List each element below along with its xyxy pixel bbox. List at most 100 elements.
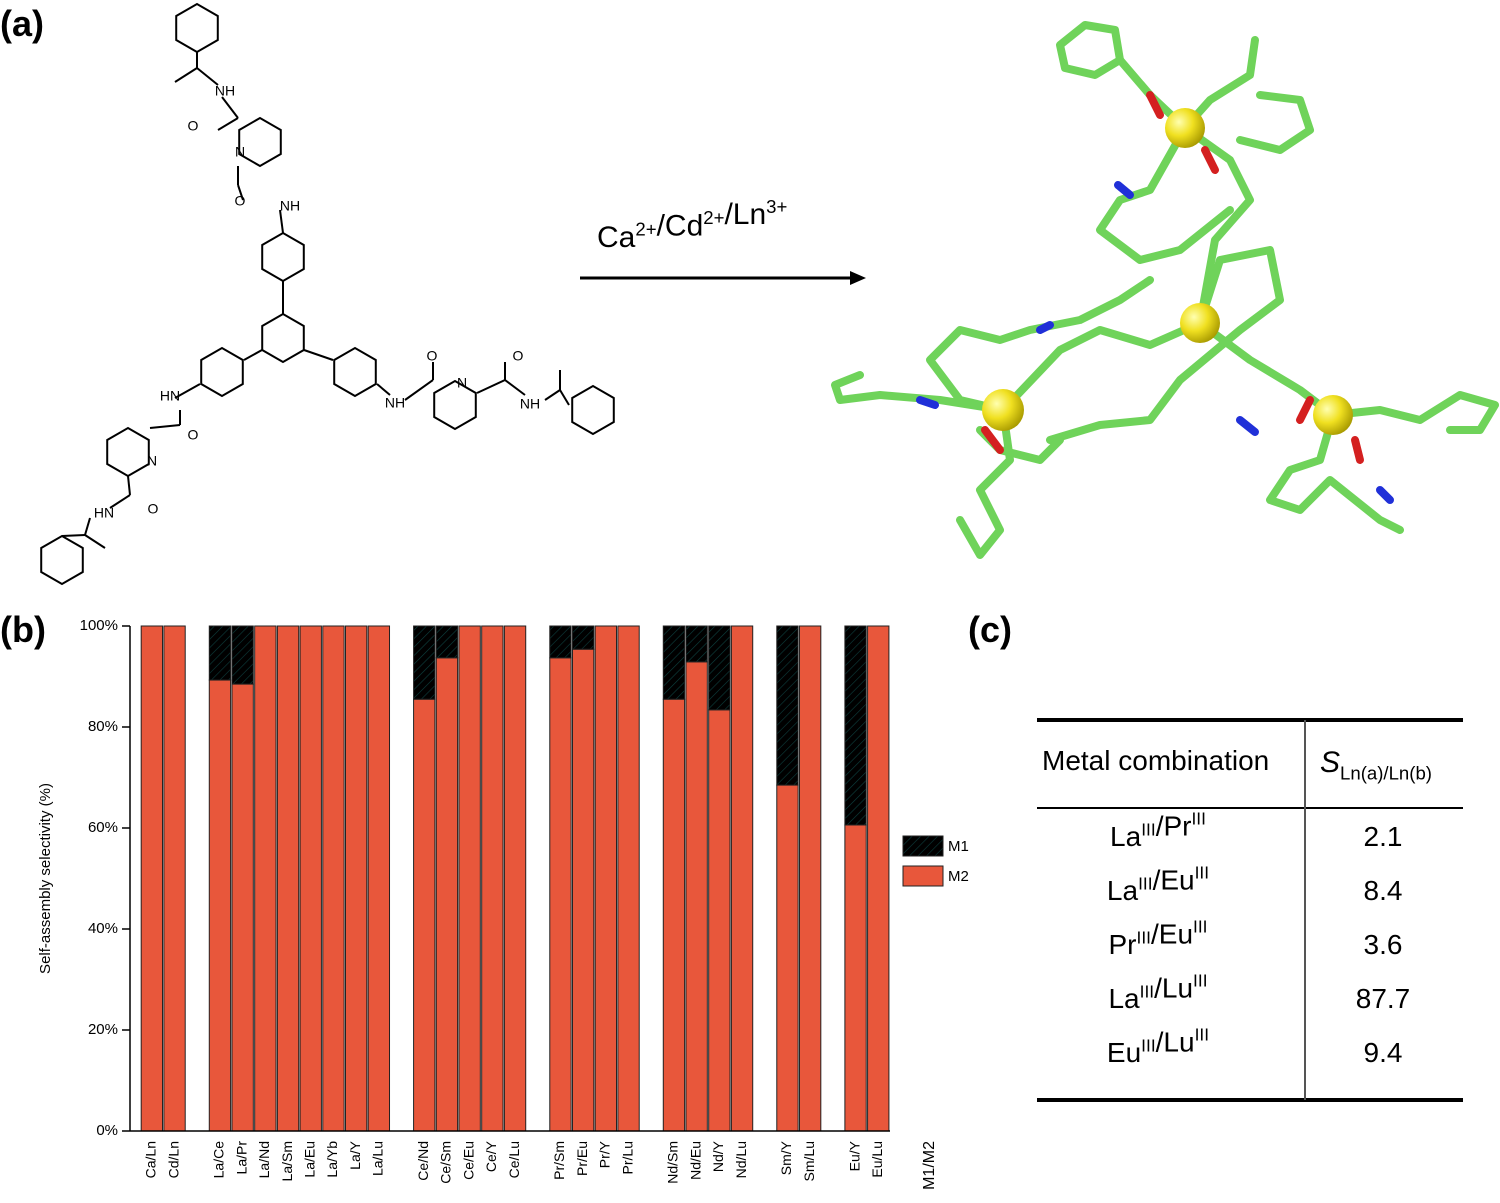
bar-segment bbox=[208, 679, 232, 1132]
bond bbox=[544, 389, 561, 401]
bar-segment bbox=[435, 657, 459, 1132]
x-axis-label: M1/M2 bbox=[921, 1141, 938, 1190]
legend-swatch bbox=[902, 835, 944, 857]
text-part: La bbox=[1108, 983, 1140, 1014]
x-tick-label: Nd/Sm bbox=[665, 1141, 681, 1184]
x-tick-label: La/Yb bbox=[324, 1141, 340, 1178]
bond bbox=[559, 389, 570, 406]
atom-label: NH bbox=[520, 396, 540, 412]
x-tick-label: Pr/Lu bbox=[619, 1141, 635, 1174]
bond bbox=[61, 534, 86, 537]
bond bbox=[303, 349, 334, 361]
panel-label: (c) bbox=[968, 609, 1012, 650]
bond bbox=[376, 383, 391, 396]
bar-segment bbox=[367, 625, 391, 1132]
bond bbox=[217, 117, 239, 131]
x-tick-label: Ce/Y bbox=[483, 1140, 499, 1172]
bar-segment bbox=[413, 625, 436, 700]
atom-label: O bbox=[235, 193, 246, 209]
table-cell: LaIII/LuIII bbox=[1108, 971, 1207, 1014]
text-part: /Eu bbox=[1153, 864, 1195, 895]
bar-segment bbox=[571, 625, 595, 650]
x-tick-label: La/Eu bbox=[301, 1141, 317, 1178]
superscript: III bbox=[1195, 1025, 1209, 1045]
bond bbox=[109, 494, 131, 509]
bar-segment bbox=[776, 625, 799, 786]
bar-segment bbox=[435, 625, 459, 659]
bar-segment bbox=[662, 625, 686, 700]
x-tick-label: Ce/Sm bbox=[438, 1141, 454, 1184]
text-part: S bbox=[1320, 746, 1340, 779]
text-part: Eu bbox=[1107, 1037, 1141, 1068]
superscript: III bbox=[1141, 819, 1155, 839]
atom-label: N bbox=[457, 375, 467, 391]
table-cell: EuIII/LuIII bbox=[1107, 1025, 1209, 1068]
legend-label: M1 bbox=[948, 838, 969, 855]
bar-segment bbox=[685, 625, 708, 663]
y-tick-label: 0% bbox=[96, 1122, 118, 1139]
x-tick-label: La/Nd bbox=[256, 1141, 272, 1178]
x-tick-label: Eu/Lu bbox=[869, 1141, 885, 1178]
table-cell: 9.4 bbox=[1364, 1037, 1403, 1068]
bar-segment bbox=[231, 625, 254, 685]
ring bbox=[238, 116, 282, 168]
bar-segment bbox=[413, 698, 436, 1132]
bond bbox=[149, 424, 181, 429]
bond bbox=[84, 534, 106, 549]
bar-segment bbox=[798, 625, 822, 1132]
bond bbox=[221, 96, 239, 119]
bond bbox=[404, 379, 434, 401]
y-tick-label: 80% bbox=[88, 718, 118, 735]
text-part: /Cd bbox=[657, 210, 704, 243]
bond bbox=[196, 67, 219, 86]
superscript: 3+ bbox=[766, 196, 787, 217]
panel-label: (b) bbox=[0, 609, 46, 650]
bar-segment bbox=[662, 698, 686, 1132]
x-tick-label: La/Ce bbox=[211, 1141, 227, 1179]
table-cell: LaIII/EuIII bbox=[1107, 863, 1209, 906]
atom-label: HN bbox=[94, 505, 114, 521]
x-tick-label: La/Lu bbox=[370, 1141, 386, 1176]
table-cell: 8.4 bbox=[1364, 875, 1403, 906]
text-part: /Lu bbox=[1154, 972, 1193, 1003]
atom-label: NH bbox=[215, 83, 235, 99]
atom-label: HN bbox=[160, 388, 180, 404]
atom-label: NH bbox=[280, 198, 300, 214]
bar-segment bbox=[254, 625, 277, 1132]
superscript: 2+ bbox=[635, 219, 656, 240]
x-tick-label: Ce/Nd bbox=[415, 1141, 431, 1181]
x-tick-label: Sm/Lu bbox=[801, 1141, 817, 1181]
ring bbox=[261, 312, 305, 364]
superscript: III bbox=[1138, 873, 1152, 893]
table-header: SLn(a)/Ln(b) bbox=[1320, 746, 1432, 784]
x-tick-label: Nd/Lu bbox=[733, 1141, 749, 1178]
bar-segment bbox=[163, 625, 186, 1132]
chemical-structure bbox=[40, 2, 615, 586]
atom-label: O bbox=[148, 501, 159, 517]
text-part: /Pr bbox=[1156, 810, 1192, 841]
x-tick-label: Pr/Eu bbox=[574, 1141, 590, 1176]
y-tick-label: 20% bbox=[88, 1021, 118, 1038]
x-tick-label: Ce/Eu bbox=[460, 1141, 476, 1180]
table-cell: 87.7 bbox=[1356, 983, 1411, 1014]
bar-segment bbox=[299, 625, 322, 1132]
bond bbox=[504, 379, 526, 396]
legend-label: M2 bbox=[948, 868, 969, 885]
bar-segment bbox=[208, 625, 232, 681]
x-tick-label: Pr/Sm bbox=[551, 1141, 567, 1180]
bond bbox=[279, 209, 284, 234]
ring bbox=[333, 346, 377, 398]
bar-segment bbox=[344, 625, 368, 1132]
bond bbox=[237, 184, 244, 201]
atom-label: O bbox=[427, 348, 438, 364]
bar-segment bbox=[708, 709, 731, 1132]
table-cell: LaIII/PrIII bbox=[1110, 809, 1206, 852]
x-tick-label: La/Y bbox=[347, 1140, 363, 1169]
y-tick-label: 60% bbox=[88, 819, 118, 836]
x-tick-label: Ca/Ln bbox=[143, 1141, 159, 1178]
ring bbox=[106, 426, 150, 478]
atom-label: O bbox=[188, 118, 199, 134]
atom-label: N bbox=[235, 144, 245, 160]
x-tick-label: Nd/Y bbox=[710, 1140, 726, 1172]
superscript: III bbox=[1193, 917, 1207, 937]
